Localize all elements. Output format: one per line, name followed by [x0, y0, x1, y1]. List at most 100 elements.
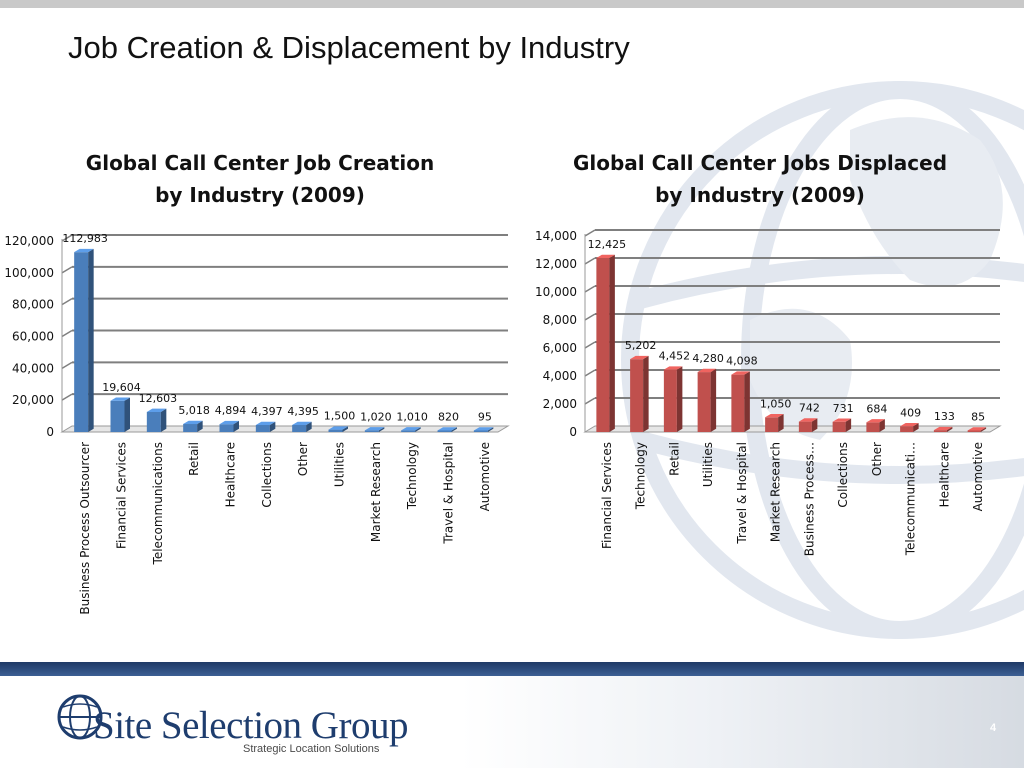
y-tick-label: 60,000 [12, 330, 54, 344]
bar [146, 408, 167, 432]
category-label: Technology [405, 442, 419, 510]
bar [401, 427, 421, 432]
bar-front [765, 417, 779, 432]
bar [630, 355, 649, 432]
category-label: Technology [634, 442, 648, 510]
bar-side [233, 420, 239, 432]
bar-top [364, 427, 385, 431]
bar-side [744, 371, 750, 432]
data-label: 731 [833, 402, 854, 415]
bar-top [798, 418, 818, 422]
y-tick-label: 4,000 [543, 369, 577, 383]
slide-title: Job Creation & Displacement by Industry [68, 30, 630, 65]
bar-side [879, 419, 885, 432]
category-label: Collections [836, 442, 850, 508]
bar-top [437, 427, 457, 431]
y-tick-label: 14,000 [535, 229, 577, 243]
y-tick-label: 0 [569, 425, 577, 439]
y-tick-label: 8,000 [543, 313, 577, 327]
bar-front [731, 374, 745, 432]
bar-side [342, 426, 348, 432]
bar-top [292, 421, 312, 426]
bar [292, 421, 312, 432]
bar [110, 397, 130, 432]
bar-front [364, 430, 379, 432]
bar-front [473, 430, 488, 432]
bar-top [630, 355, 649, 360]
data-label: 684 [866, 402, 887, 415]
bar-side [88, 248, 94, 432]
bar-top [832, 418, 852, 422]
bar-side [710, 368, 717, 432]
bar-top [697, 368, 717, 373]
bar-front [596, 258, 610, 432]
bar-top [663, 366, 683, 370]
gridline-depth [584, 285, 596, 293]
bar-front [110, 400, 125, 432]
bar [900, 422, 919, 432]
bar-front [292, 425, 307, 432]
bar-top [473, 427, 494, 431]
y-tick-label: 12,000 [535, 257, 577, 271]
category-label: Automotive [478, 442, 492, 511]
bar [765, 414, 784, 432]
gridline-depth [61, 266, 73, 274]
bar-front [900, 426, 914, 432]
footer-band [0, 662, 1024, 676]
y-tick-label: 6,000 [543, 341, 577, 355]
bar [933, 426, 953, 432]
y-tick-label: 20,000 [12, 393, 54, 407]
bar-side [609, 254, 615, 432]
company-logo: Site Selection Group Strategic Location … [55, 683, 435, 763]
bar-front [933, 430, 947, 432]
category-label: Travel & Hospital [735, 442, 749, 545]
bar-top [596, 254, 615, 259]
category-label: Other [296, 442, 310, 476]
category-label: Healthcare [937, 442, 951, 507]
bar-front [219, 424, 234, 432]
category-label: Utilities [701, 442, 715, 487]
data-label: 1,020 [360, 410, 392, 423]
bar [832, 418, 852, 432]
bar [328, 426, 348, 432]
gridline-depth [584, 313, 596, 321]
bar-top [183, 420, 203, 425]
bar-side [845, 418, 852, 432]
bar [473, 427, 494, 432]
bar [74, 248, 94, 432]
bar-front [798, 421, 812, 432]
bar [437, 427, 457, 432]
data-label: 409 [900, 406, 921, 419]
bar-top [146, 408, 167, 412]
bar-front [255, 425, 270, 432]
gridline-depth [61, 393, 73, 401]
bar-side [811, 418, 818, 432]
top-bar [0, 0, 1024, 8]
bar-front [866, 422, 880, 432]
bar-side [197, 420, 203, 432]
data-label: 12,425 [588, 238, 627, 251]
bar-front [74, 252, 89, 432]
bar-top [328, 426, 348, 430]
bar [219, 420, 239, 432]
category-label: Automotive [971, 442, 985, 511]
logo-name: Site Selection Group [93, 704, 408, 747]
data-label: 1,500 [324, 410, 356, 423]
bar-front [401, 430, 416, 432]
bar [697, 368, 717, 432]
bar [731, 371, 750, 432]
gridline-depth [61, 234, 73, 242]
y-tick-label: 10,000 [535, 285, 577, 299]
y-tick-label: 40,000 [12, 361, 54, 375]
bar-side [378, 427, 385, 432]
bar-side [451, 427, 457, 432]
category-label: Other [870, 442, 884, 476]
bar [967, 427, 987, 432]
data-label: 112,983 [62, 232, 108, 245]
category-label: Utilities [333, 442, 347, 487]
bar-side [124, 397, 130, 432]
data-label: 85 [971, 411, 985, 424]
bar [798, 418, 818, 432]
bar-side [980, 427, 987, 432]
